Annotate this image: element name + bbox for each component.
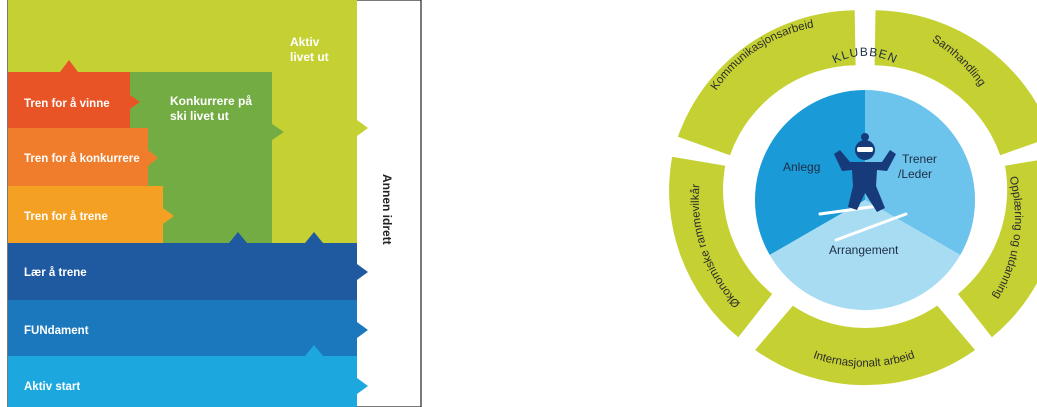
- inner-label-arrangement: Arrangement: [829, 243, 899, 257]
- stage-label-learn: Lær å trene: [24, 267, 87, 279]
- stage-model-diagram: Tren for å vinne Tren for å konkurrere T…: [7, 0, 422, 407]
- stage-learn-to-train: [8, 232, 368, 300]
- club-title: KLUBBEN: [830, 45, 900, 67]
- inner-label-anlegg: Anlegg: [783, 160, 820, 174]
- ring-segment-okonomiske: [669, 156, 773, 338]
- stage-active-start: [8, 345, 368, 407]
- stage-label-compete: Tren for å konkurrere: [24, 153, 140, 165]
- ring-segment-internasjonalt: [755, 305, 976, 386]
- stage-train-to-win: [8, 60, 140, 128]
- competition-for-life-band: [130, 72, 284, 250]
- stage-fundament: [8, 300, 368, 356]
- ring-segment-kommunikasjon: [677, 10, 856, 156]
- inner-label-trener-line2: /Leder: [898, 167, 932, 181]
- other-sport-label: Annen idrett: [380, 174, 394, 245]
- competition-label-line1: Konkurrere på: [170, 94, 252, 108]
- skier-icon: [818, 133, 908, 242]
- stage-label-active-start: Aktiv start: [24, 381, 80, 393]
- stage-train-to-compete: [8, 128, 158, 186]
- inner-sector-anlegg: [754, 89, 865, 255]
- active-label-line1: Aktiv: [290, 35, 320, 49]
- stage-label-win: Tren for å vinne: [24, 98, 110, 110]
- inner-label-trener-line1: Trener: [902, 152, 937, 166]
- stage-label-train: Tren for å trene: [24, 211, 108, 223]
- ring-segment-opplaering: [958, 160, 1037, 338]
- inner-sector-trener: [865, 89, 976, 255]
- competition-label-line2: ski livet ut: [170, 109, 229, 123]
- inner-sector-arrangement: [769, 200, 961, 311]
- stage-train-to-train: [8, 186, 174, 243]
- ring-segment-samhandling: [874, 10, 1037, 156]
- active-label-line2: livet ut: [290, 50, 329, 64]
- club-wheel: Anlegg Trener /Leder Arrangement KLUBBEN…: [669, 10, 1037, 386]
- stage-label-fundament: FUNdament: [24, 325, 89, 337]
